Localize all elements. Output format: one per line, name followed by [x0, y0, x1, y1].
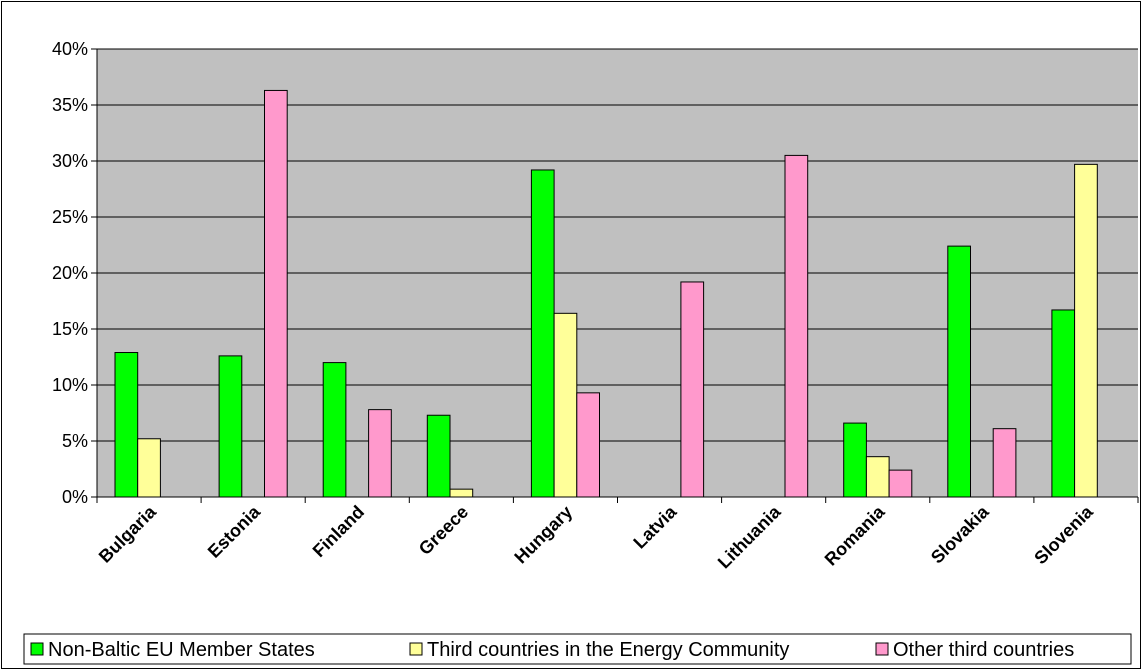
bar-bulgaria-series-2 [137, 438, 161, 498]
y-tick-label: 0% [62, 487, 88, 507]
x-axis-category-labels: Bulgaria Estonia Finland Greece Hungary Latvi… [95, 501, 1098, 572]
y-tick-label: 35% [52, 95, 88, 115]
bar-hungary-series-3 [576, 392, 600, 498]
x-category-label: Bulgaria [95, 501, 161, 567]
bar-greece-series-2 [449, 488, 474, 498]
y-tick-label: 20% [52, 263, 88, 283]
y-tick-label: 40% [52, 39, 88, 59]
bar-lithuania-series-3 [784, 154, 809, 498]
legend-swatch [875, 642, 889, 656]
bar-greece-series-1 [426, 414, 451, 498]
legend-swatch [30, 642, 44, 656]
x-category-label: Hungary [511, 502, 577, 568]
legend-box [23, 633, 1132, 665]
bar-estonia-series-3 [264, 89, 288, 498]
legend-swatch [409, 642, 423, 656]
bar-slovakia-series-1 [947, 245, 971, 498]
legend: Non-Baltic EU Member States Third countri… [23, 633, 1132, 665]
legend-label: Non-Baltic EU Member States [48, 639, 315, 661]
bar-finland-series-3 [368, 409, 392, 498]
bar-bulgaria-series-1 [114, 352, 139, 498]
y-axis-tick-labels: 0% 5% 10% 15% 20% 25% 30% 35% 40% [52, 39, 88, 507]
y-tick-label: 25% [52, 207, 88, 227]
x-category-label: Slovakia [927, 501, 993, 567]
bar-slovenia-series-2 [1074, 163, 1098, 498]
x-category-label: Romania [821, 501, 890, 570]
bar-romania-series-2 [865, 456, 890, 498]
bar-estonia-series-1 [218, 355, 243, 498]
x-category-label: Finland [309, 502, 368, 561]
bar-slovakia-series-3 [992, 428, 1017, 498]
y-tick-label: 15% [52, 319, 88, 339]
bar-romania-series-1 [843, 422, 867, 498]
bar-slovenia-series-1 [1051, 309, 1076, 498]
bar-hungary-series-1 [530, 169, 555, 498]
x-category-label: Lithuania [714, 501, 785, 572]
x-category-label: Estonia [204, 501, 265, 562]
x-category-label: Slovenia [1030, 501, 1097, 568]
bar-latvia-series-3 [680, 281, 705, 498]
bar-romania-series-3 [888, 469, 913, 498]
y-tick-label: 5% [62, 431, 88, 451]
bar-hungary-series-2 [553, 312, 578, 498]
bars [114, 89, 1098, 498]
legend-label: Other third countries [893, 639, 1074, 661]
x-category-label: Greece [415, 502, 472, 559]
x-category-label: Latvia [629, 501, 681, 553]
legend-label: Third countries in the Energy Community [427, 639, 789, 661]
y-tick-label: 30% [52, 151, 88, 171]
axes [91, 48, 1139, 503]
bar-finland-series-1 [322, 362, 347, 498]
y-tick-label: 10% [52, 375, 88, 395]
